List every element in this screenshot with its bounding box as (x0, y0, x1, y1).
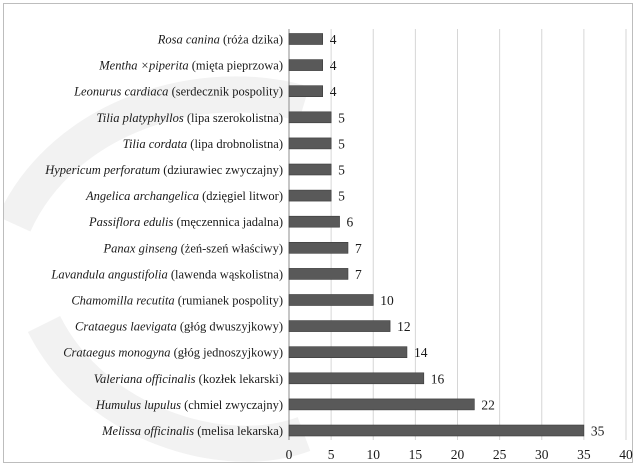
polish-name: (dzięgiel litwor) (199, 189, 283, 203)
bar (288, 346, 408, 359)
bar (288, 268, 349, 280)
category-label: Passiflora edulis (męczennica jadalna) (88, 215, 283, 229)
polish-name: (mięta pieprzowa) (189, 59, 283, 73)
latin-name: Crataegus monogyna (63, 346, 170, 360)
polish-name: (róża dzika) (220, 33, 283, 47)
x-tick-label: 20 (451, 447, 465, 462)
latin-name: Rosa canina (157, 33, 220, 47)
polish-name: (kozłek lekarski) (196, 372, 283, 386)
value-label: 4 (330, 32, 337, 47)
polish-name: (serdecznik pospolity) (168, 85, 283, 99)
category-label: Hypericum perforatum (dziurawiec zwyczaj… (44, 163, 283, 177)
value-label: 7 (355, 241, 362, 256)
category-label: Chamomilla recutita (rumianek pospolity) (71, 294, 283, 308)
polish-name: (dziurawiec zwyczajny) (160, 163, 283, 177)
chart-frame: Rosa canina (róża dzika) 4 Mentha ×piperit… (3, 3, 633, 463)
x-tick-label: 35 (577, 447, 591, 462)
bar (288, 111, 332, 124)
latin-name: Passiflora edulis (88, 215, 174, 229)
latin-name: Lavandula angustifolia (50, 267, 167, 281)
polish-name: (lipa drobnolistna) (187, 137, 283, 151)
latin-name: Tilia cordata (123, 137, 187, 151)
x-tick-label: 10 (367, 447, 381, 462)
x-tick-label: 5 (328, 447, 335, 462)
bar (288, 294, 374, 306)
x-tick-label: 30 (535, 447, 549, 462)
category-label: Rosa canina (róża dzika) (157, 33, 283, 47)
category-label: Melissa officinalis (melisa lekarska) (101, 424, 283, 438)
bars: Rosa canina (róża dzika) 4 Mentha ×piperit… (44, 32, 604, 439)
category-label: Tilia cordata (lipa drobnolistna) (123, 137, 283, 151)
category-label: Crataegus monogyna (głóg jednoszyjkowy) (63, 346, 283, 360)
value-label: 5 (338, 163, 345, 178)
value-label: 16 (431, 371, 445, 386)
polish-name: (żeń-szeń właściwy) (177, 241, 283, 255)
bar (288, 372, 425, 385)
value-label: 14 (414, 345, 428, 360)
polish-name: (rumianek pospolity) (175, 294, 283, 308)
category-label: Lavandula angustifolia (lawenda wąskolis… (50, 267, 283, 281)
bar (288, 320, 391, 332)
bar (288, 424, 585, 437)
x-tick-labels: 0 5 10 15 20 25 30 35 40 (286, 447, 633, 462)
value-label: 4 (330, 84, 337, 99)
category-label: Tilia platyphyllos (lipa szerokolistna) (97, 111, 283, 125)
category-label: Angelica archangelica (dzięgiel litwor) (85, 189, 283, 203)
category-label: Crataegus laevigata (głóg dwuszyjkowy) (75, 320, 283, 334)
latin-name: Tilia platyphyllos (97, 111, 184, 125)
bar (288, 85, 324, 97)
latin-name: Humulus lupulus (95, 398, 181, 412)
gridlines (288, 29, 627, 440)
bar (288, 398, 475, 411)
bar (288, 163, 332, 176)
value-label: 35 (591, 424, 605, 439)
bar (288, 33, 324, 45)
latin-name: Panax ginseng (103, 241, 178, 255)
latin-name: Melissa officinalis (101, 424, 194, 438)
bar (288, 242, 349, 254)
x-tick-label: 40 (619, 447, 633, 462)
polish-name: (lipa szerokolistna) (184, 111, 283, 125)
value-label: 12 (397, 319, 411, 334)
polish-name: (chmiel zwyczajny) (181, 398, 283, 412)
latin-name: Valeriana officinalis (94, 372, 196, 386)
bar (288, 215, 340, 228)
category-label: Humulus lupulus (chmiel zwyczajny) (95, 398, 283, 412)
latin-name: Mentha ×piperita (98, 59, 188, 73)
x-tick-label: 25 (493, 447, 507, 462)
latin-name: Crataegus laevigata (75, 320, 177, 334)
category-label: Leonurus cardiaca (serdecznik pospolity) (73, 85, 283, 99)
latin-name: Angelica archangelica (85, 189, 199, 203)
value-label: 6 (347, 215, 354, 230)
latin-name: Leonurus cardiaca (73, 85, 168, 99)
polish-name: (głóg dwuszyjkowy) (177, 320, 283, 334)
bar (288, 59, 324, 71)
category-label: Panax ginseng (żeń-szeń właściwy) (103, 241, 283, 255)
bar (288, 137, 332, 150)
polish-name: (męczennica jadalna) (173, 215, 283, 229)
x-tick-label: 15 (409, 447, 423, 462)
value-label: 7 (355, 267, 362, 282)
latin-name: Chamomilla recutita (71, 294, 174, 308)
polish-name: (lawenda wąskolistna) (168, 267, 283, 281)
polish-name: (głóg jednoszyjkowy) (171, 346, 283, 360)
bar-chart: Rosa canina (róża dzika) 4 Mentha ×piperit… (4, 29, 633, 462)
value-label: 4 (330, 58, 337, 73)
category-label: Mentha ×piperita (mięta pieprzowa) (98, 59, 283, 73)
polish-name: (melisa lekarska) (194, 424, 283, 438)
value-label: 5 (338, 136, 345, 151)
value-label: 5 (338, 189, 345, 204)
value-label: 5 (338, 110, 345, 125)
category-label: Valeriana officinalis (kozłek lekarski) (94, 372, 283, 386)
watermark-decoration (4, 76, 311, 462)
bar (288, 189, 332, 202)
value-label: 10 (380, 293, 394, 308)
latin-name: Hypericum perforatum (44, 163, 160, 177)
value-label: 22 (481, 397, 495, 412)
x-tick-label: 0 (286, 447, 293, 462)
